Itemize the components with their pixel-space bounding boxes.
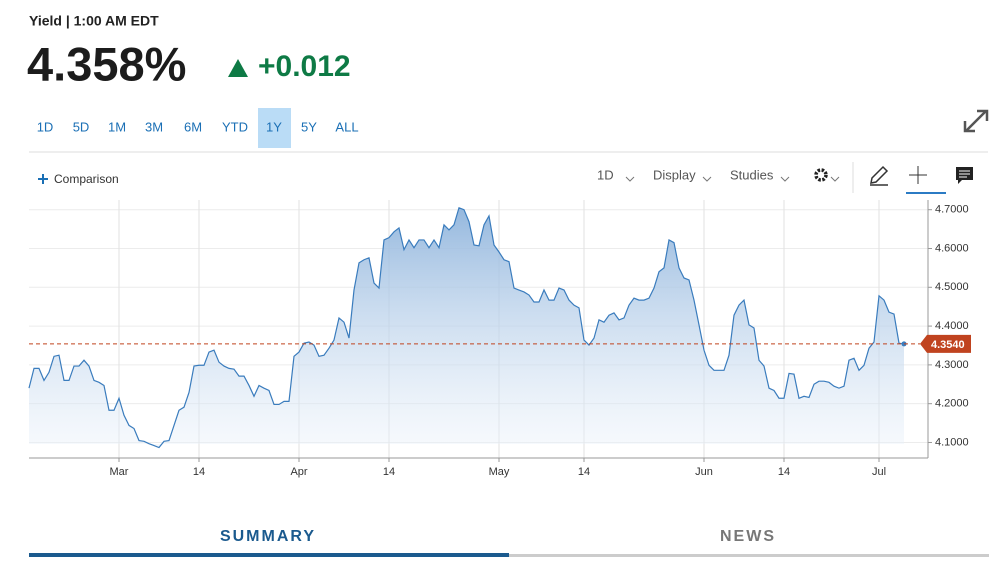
x-tick-label: Jun bbox=[695, 466, 713, 478]
range-button[interactable]: 1M bbox=[108, 119, 126, 134]
range-active-bg bbox=[258, 108, 291, 148]
x-tick-label: 14 bbox=[778, 466, 790, 478]
quote-price: 4.358% bbox=[27, 37, 186, 90]
interval-button[interactable]: 1D bbox=[597, 167, 614, 182]
x-tick-label: Mar bbox=[110, 466, 129, 478]
y-tick-label: 4.4000 bbox=[935, 320, 969, 332]
range-button[interactable]: 1D bbox=[37, 119, 54, 134]
studies-button[interactable]: Studies bbox=[730, 167, 774, 182]
x-tick-label: Jul bbox=[872, 466, 886, 478]
y-tick-label: 4.5000 bbox=[935, 281, 969, 293]
x-tick-label: 14 bbox=[193, 466, 205, 478]
reference-label: 4.3540 bbox=[931, 339, 965, 351]
area-fill bbox=[29, 207, 904, 448]
chevron bbox=[702, 176, 712, 182]
chevron bbox=[780, 176, 790, 182]
draw-button[interactable] bbox=[870, 165, 889, 186]
range-button[interactable]: 5D bbox=[73, 119, 90, 134]
comparison-label[interactable]: Comparison bbox=[54, 172, 119, 186]
range-selector: 1D 5D 1M 3M 6M YTD 1Y 5Y ALL bbox=[37, 108, 359, 148]
range-button[interactable]: 6M bbox=[184, 119, 202, 134]
line bbox=[28, 206, 905, 449]
y-tick-label: 4.2000 bbox=[935, 398, 969, 410]
tabs: SUMMARY NEWS bbox=[29, 528, 989, 557]
quote-label: Yield | 1:00 AM EDT bbox=[29, 13, 159, 29]
range-button[interactable]: ALL bbox=[335, 119, 358, 134]
quote-change: +0.012 bbox=[258, 50, 351, 83]
comparison-button[interactable]: Comparison bbox=[38, 172, 119, 186]
range-button[interactable]: 3M bbox=[145, 119, 163, 134]
display-button[interactable]: Display bbox=[653, 167, 696, 182]
x-tick-label: May bbox=[489, 466, 510, 478]
tab[interactable]: SUMMARY bbox=[220, 528, 316, 545]
y-tick-label: 4.6000 bbox=[935, 242, 969, 254]
up-arrow bbox=[228, 59, 248, 77]
expand-icon[interactable] bbox=[963, 109, 989, 133]
range-button[interactable]: 5Y bbox=[301, 119, 317, 134]
tab[interactable]: NEWS bbox=[720, 528, 776, 545]
range-button[interactable]: 1Y bbox=[266, 119, 282, 134]
chart: 4.1000 4.2000 4.3000 4.4000 4.5000 4.6000 4.70… bbox=[28, 200, 971, 478]
crosshair-button[interactable] bbox=[909, 166, 927, 184]
comment-button[interactable] bbox=[956, 167, 973, 184]
chevron bbox=[625, 176, 635, 182]
range-button[interactable]: YTD bbox=[222, 119, 248, 134]
reference-label-bg bbox=[920, 334, 971, 353]
x-tick-label: Apr bbox=[290, 466, 307, 478]
settings-button[interactable] bbox=[814, 168, 840, 182]
tab-underline bbox=[29, 553, 509, 557]
y-tick-label: 4.3000 bbox=[935, 359, 969, 371]
tab-underline bbox=[509, 554, 989, 557]
x-tick-label: 14 bbox=[578, 466, 590, 478]
y-tick-label: 4.1000 bbox=[935, 436, 969, 448]
x-tick-label: 14 bbox=[383, 466, 395, 478]
y-tick-label: 4.7000 bbox=[935, 204, 969, 216]
